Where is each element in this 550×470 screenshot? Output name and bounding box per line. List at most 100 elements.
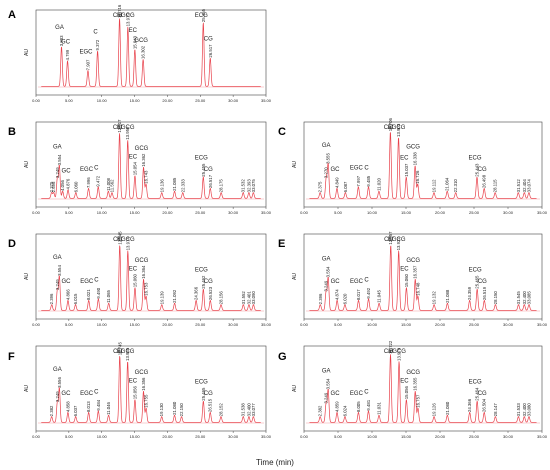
peak-rt-label: 3.249 <box>324 280 329 291</box>
peak-rt-label: 25.464 <box>475 387 480 401</box>
peak-rt-label: 21.092 <box>172 289 177 303</box>
peak-compound-label: EGC <box>79 49 93 55</box>
peak-rt-label: 9.485 <box>366 175 371 186</box>
peak-rt-label: 25.443 <box>475 163 480 177</box>
chromatogram-trace <box>309 131 537 199</box>
peak-rt-label: 13.922 <box>396 237 401 251</box>
peak-rt-label: 11.065 <box>106 289 111 302</box>
x-tick-label: 0.00 <box>300 210 309 215</box>
peak-rt-label: 19.112 <box>431 179 436 192</box>
peak-rt-label: 7.907 <box>85 59 90 70</box>
plot-frame <box>303 233 543 320</box>
peak-rt-label: 9.372 <box>95 39 100 50</box>
peak-compound-label: EC <box>400 378 409 384</box>
peak-compound-label: EC <box>129 28 138 34</box>
peak-rt-label: 22.310 <box>453 179 458 193</box>
peak-compound-label: Caf <box>384 237 394 243</box>
peak-compound-label: CG <box>478 279 487 285</box>
peak-rt-label: 32.400 <box>522 403 527 417</box>
peak-compound-label: Caf <box>113 237 123 243</box>
peak-rt-label: 16.755 <box>144 394 149 408</box>
peak-rt-label: 11.008 <box>106 177 111 190</box>
peak-compound-label: EGCG <box>117 349 135 355</box>
peak-compound-label: ECG <box>469 380 482 386</box>
peak-rt-label: 13.974 <box>125 237 130 251</box>
peak-compound-label: EGC <box>80 279 94 285</box>
peak-rt-label: 26.523 <box>208 286 213 300</box>
peak-compound-label: GCG <box>135 146 149 152</box>
peak-compound-label: EGC <box>350 391 364 397</box>
plot-frame <box>303 345 543 432</box>
peak-compound-label: EGCG <box>117 125 135 131</box>
peak-rt-label: 19.132 <box>432 291 437 305</box>
peak-compound-label: CG <box>204 391 213 397</box>
peak-compound-label: GC <box>61 391 71 397</box>
peak-compound-label: EC <box>400 266 409 272</box>
peak-compound-label: GA <box>322 368 331 374</box>
x-tick-label: 35.00 <box>261 210 272 215</box>
peak-compound-label: EGCG <box>117 13 135 19</box>
peak-rt-label: 4.799 <box>65 49 70 60</box>
peak-rt-label: 16.743 <box>144 170 149 184</box>
peak-rt-label: 32.393 <box>246 179 251 193</box>
peak-rt-label: 21.064 <box>445 177 450 191</box>
peak-rt-label: 32.400 <box>522 291 527 305</box>
peak-rt-label: 6.024 <box>342 405 347 416</box>
x-tick-label: 25.00 <box>469 322 480 327</box>
peak-rt-label: 13.959 <box>125 126 130 140</box>
peak-rt-label: 26.519 <box>482 286 487 300</box>
peak-rt-label: 32.401 <box>246 291 251 305</box>
peak-rt-label: 21.088 <box>445 289 450 303</box>
peak-rt-label: 16.357 <box>413 265 418 279</box>
peak-rt-label: 9.484 <box>96 399 101 410</box>
peak-rt-label: 3.249 <box>55 167 60 178</box>
chart-panel-f: F AU 0.00 5.00 10.00 15.00 20.00 25.00 30.00 35.0… <box>8 342 272 439</box>
peak-compound-label: ECG <box>195 13 208 19</box>
peak-compound-label: GCG <box>406 258 420 264</box>
peak-compound-label: GCG <box>134 38 148 44</box>
x-tick-label: 10.00 <box>97 434 108 439</box>
plot-frame <box>35 9 267 96</box>
peak-rt-label: 2.696 <box>51 181 56 192</box>
peak-rt-label: 16.726 <box>415 170 420 184</box>
panel-label: A <box>8 9 16 21</box>
peak-rt-label: 4.866 <box>65 289 70 300</box>
peak-compound-label: ECG <box>195 380 208 386</box>
x-tick-label: 20.00 <box>162 210 173 215</box>
peak-compound-label: EGC <box>350 279 364 285</box>
peak-rt-label: 24.366 <box>467 398 472 412</box>
peak-compound-label: CG <box>204 37 213 43</box>
x-tick-label: 5.00 <box>65 210 74 215</box>
peak-rt-label: 3.249 <box>55 391 60 402</box>
x-tick-label: 25.00 <box>195 322 206 327</box>
peak-rt-label: 3.249 <box>55 279 60 290</box>
x-tick-label: 0.00 <box>32 322 41 327</box>
peak-compound-label: CG <box>478 391 487 397</box>
peak-rt-label: 7.996 <box>86 177 91 188</box>
x-tick-label: 20.00 <box>435 434 446 439</box>
peak-compound-label: Caf <box>384 349 394 355</box>
peak-rt-label: 2.375 <box>318 181 323 192</box>
peak-rt-label: 33.085 <box>526 291 531 305</box>
y-axis-label: AU <box>24 49 30 56</box>
x-tick-label: 30.00 <box>503 322 514 327</box>
peak-rt-label: 3.883 <box>59 35 64 46</box>
peak-compound-label: GA <box>55 25 64 31</box>
peak-rt-label: 25.465 <box>201 387 206 401</box>
peak-rt-label: 3.249 <box>324 392 329 403</box>
peak-rt-label: 33.090 <box>251 291 256 305</box>
peak-rt-label: 28.115 <box>493 179 498 192</box>
peak-rt-label: 12.716 <box>117 4 122 18</box>
peak-rt-label: 13.979 <box>125 13 130 27</box>
peak-compound-label: C <box>364 390 369 396</box>
x-tick-label: 15.00 <box>401 434 412 439</box>
x-tick-label: 10.00 <box>367 210 378 215</box>
x-tick-label: 30.00 <box>228 322 239 327</box>
chart-panel-g: G AU 0.00 5.00 10.00 15.00 20.00 25.00 30.00 35.0… <box>278 340 548 439</box>
peak-rt-label: 22.150 <box>179 403 184 417</box>
peak-compound-label: Caf <box>113 13 123 19</box>
peak-rt-label: 25.462 <box>201 275 206 289</box>
peak-rt-label: 12.717 <box>117 119 122 133</box>
x-tick-label: 0.00 <box>300 322 309 327</box>
